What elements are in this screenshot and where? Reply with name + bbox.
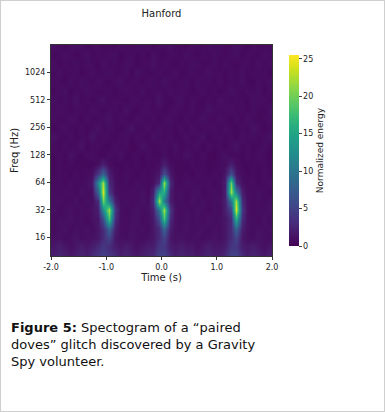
svg-text:1.0: 1.0 (210, 263, 223, 272)
svg-text:-2.0: -2.0 (43, 263, 59, 272)
svg-text:2.0: 2.0 (266, 263, 279, 272)
svg-text:5: 5 (303, 204, 308, 213)
svg-text:512: 512 (30, 96, 45, 105)
svg-text:Normalized energy: Normalized energy (315, 107, 325, 193)
svg-text:-1.0: -1.0 (98, 263, 114, 272)
svg-text:15: 15 (303, 129, 313, 138)
svg-text:Hanford: Hanford (142, 8, 182, 19)
svg-text:16: 16 (35, 233, 45, 242)
html-text:Figure 5: Spectogram of a “pai: Figure 5: Spectogram of a “paired doves”… (11, 320, 256, 369)
svg-text:Time (s): Time (s) (140, 272, 182, 283)
svg-text:0: 0 (303, 242, 308, 251)
svg-text:0.0: 0.0 (155, 263, 168, 272)
svg-text:128: 128 (30, 151, 45, 160)
svg-text:1024: 1024 (25, 68, 45, 77)
svg-text:64: 64 (35, 178, 45, 187)
svg-text:20: 20 (303, 92, 313, 101)
svg-text:32: 32 (35, 206, 45, 215)
svg-text:25: 25 (303, 55, 313, 64)
svg-text:256: 256 (30, 123, 45, 132)
svg-text:Freq (Hz): Freq (Hz) (9, 128, 20, 173)
svg-text:10: 10 (303, 167, 313, 176)
